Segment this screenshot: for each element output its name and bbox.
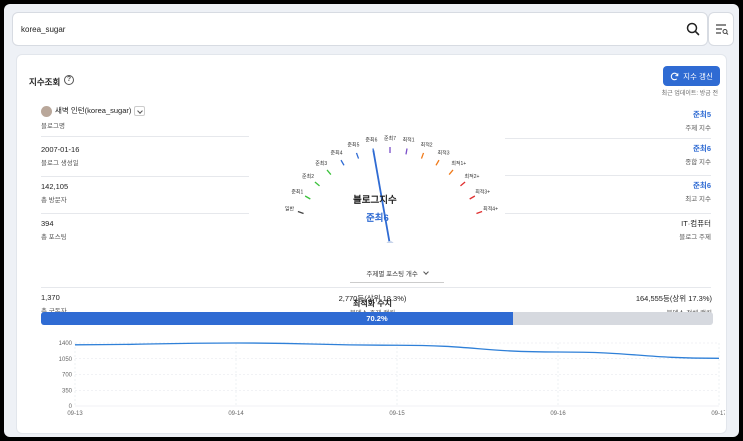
topic-index-value: 준최5	[693, 110, 711, 119]
blog-name: 새벽 인턴(korea_sugar)	[55, 106, 132, 115]
index-card: 지수조회 ? 지수 갱신 최근 업데이트: 방금 전 새벽 인턴(korea_s…	[16, 54, 727, 434]
gauge-tick	[448, 169, 454, 175]
gauge-tick	[469, 195, 476, 200]
gauge-tick	[304, 195, 311, 200]
topic-index-row: 준최5 주제 지수	[505, 105, 711, 132]
blog-topic-label: 블로그 주제	[679, 234, 711, 241]
max-index-label: 최고 지수	[685, 196, 711, 203]
posts-row: 394 총 포스팅	[41, 219, 249, 251]
search-bar	[12, 12, 708, 46]
x-tick-label: 09-13	[67, 411, 83, 417]
subscribers-label: 총 구독자	[41, 305, 67, 315]
overall-index-label: 종합 지수	[685, 159, 711, 166]
refresh-index-button[interactable]: 지수 갱신	[663, 66, 720, 86]
optimization-progress-bar: 70.2%	[41, 312, 713, 325]
optimization-progress-fill	[41, 312, 513, 325]
x-tick-label: 09-14	[228, 411, 244, 417]
topic-rank-value: 2,770등(상위 18.3%)	[338, 294, 407, 303]
gauge-title: 블로그지수	[353, 195, 397, 206]
gauge-level-label: 준최2	[302, 173, 314, 180]
app-frame: 지수조회 ? 지수 갱신 최근 업데이트: 방금 전 새벽 인턴(korea_s…	[4, 4, 739, 437]
series-line	[74, 342, 720, 359]
gauge-tick	[355, 152, 360, 159]
gauge-level-label: 최적4+	[483, 205, 498, 212]
chevron-down-icon	[422, 269, 429, 275]
gauge-tick	[297, 210, 304, 215]
gauge-tick	[460, 181, 466, 187]
gauge-tick	[405, 148, 408, 155]
created-label: 블로그 생성일	[41, 160, 79, 167]
x-tick-label: 09-17	[711, 411, 725, 417]
gauge-level-label: 최적2+	[465, 173, 480, 180]
avatar	[41, 105, 52, 117]
search-input[interactable]	[21, 13, 671, 45]
gauge-level-label: 준최7	[384, 135, 396, 142]
gauge-needle	[372, 150, 391, 243]
gauge-level-label: 준최3	[315, 160, 327, 167]
max-index-value: 준최6	[693, 181, 711, 190]
visitors-row: 142,105 총 방문자	[41, 182, 249, 214]
gauge-level-label: 최적1+	[451, 160, 466, 167]
gauge-level-label: 준최1	[291, 189, 303, 196]
topic-index-label: 주제 지수	[685, 125, 711, 132]
posting-count-label: 주제별 포스팅 개수	[366, 271, 418, 278]
overall-index-row: 준최6 종합 지수	[505, 138, 711, 166]
help-icon[interactable]: ?	[64, 75, 74, 85]
gauge-level-label: 최적1	[403, 137, 415, 144]
gauge-tick	[435, 159, 440, 166]
gauge-hub	[386, 241, 394, 243]
gauge-level-label: 준최4	[331, 149, 343, 156]
refresh-label: 지수 갱신	[683, 71, 713, 81]
max-index-row: 준최6 최고 지수	[505, 175, 711, 203]
y-tick-label: 1050	[59, 357, 73, 363]
total-rank-value: 164,555등(상위 17.3%)	[635, 294, 712, 303]
created-value: 2007-01-16	[41, 145, 80, 154]
filter-icon	[716, 24, 729, 35]
blog-select-dropdown[interactable]	[134, 106, 146, 117]
created-row: 2007-01-16 블로그 생성일	[41, 145, 249, 177]
optimization-percent: 70.2%	[366, 314, 388, 323]
posts-value: 394	[41, 219, 54, 228]
blog-name-label: 블로그명	[41, 122, 65, 130]
row-divider	[41, 287, 711, 288]
posting-count-select[interactable]: 주제별 포스팅 개수	[350, 267, 444, 283]
filter-button[interactable]	[708, 12, 734, 46]
gauge-level-label: 최적2	[421, 141, 433, 148]
index-trend-chart: 0 350 700 1050 1400 09-13 09-14 09-15 09-16 09-17	[59, 341, 725, 417]
y-tick-label: 350	[62, 388, 73, 394]
gauge-value: 준최6	[366, 213, 389, 224]
blog-topic-value: IT·컴퓨터	[681, 219, 711, 228]
page-title: 지수조회	[29, 77, 61, 87]
gauge-level-label: 최적3	[438, 149, 450, 156]
refresh-icon	[670, 72, 679, 80]
posts-label: 총 포스팅	[41, 234, 67, 241]
gauge-tick	[340, 159, 345, 166]
subscribers-cell: 1,370 총 구독자	[41, 293, 67, 315]
x-tick-label: 09-16	[550, 411, 566, 417]
gauge-level-label: 일반	[285, 205, 295, 212]
y-tick-label: 0	[69, 404, 73, 410]
visitors-value: 142,105	[41, 182, 69, 191]
gauge-level-label: 최적3+	[475, 189, 490, 196]
gauge-tick	[314, 181, 320, 187]
gauge-tick	[476, 210, 483, 215]
gauge-tick	[420, 152, 425, 159]
gauge-level-label: 준최6	[365, 137, 377, 144]
blog-name-row: 새벽 인턴(korea_sugar) 블로그명	[41, 105, 249, 137]
gauge-level-label: 준최5	[347, 141, 359, 148]
x-tick-label: 09-15	[389, 411, 405, 417]
visitors-label: 총 방문자	[41, 197, 67, 204]
blog-topic-row: IT·컴퓨터 블로그 주제	[505, 213, 711, 241]
y-tick-label: 1400	[59, 341, 73, 347]
gauge-tick	[326, 169, 332, 175]
subscribers-value: 1,370	[41, 293, 60, 302]
y-tick-label: 700	[62, 373, 73, 379]
search-icon[interactable]	[685, 21, 701, 37]
overall-index-value: 준최6	[693, 144, 711, 153]
optimization-title: 최적화 수치	[352, 299, 393, 308]
updated-text: 최근 업데이트: 방금 전	[661, 91, 718, 97]
